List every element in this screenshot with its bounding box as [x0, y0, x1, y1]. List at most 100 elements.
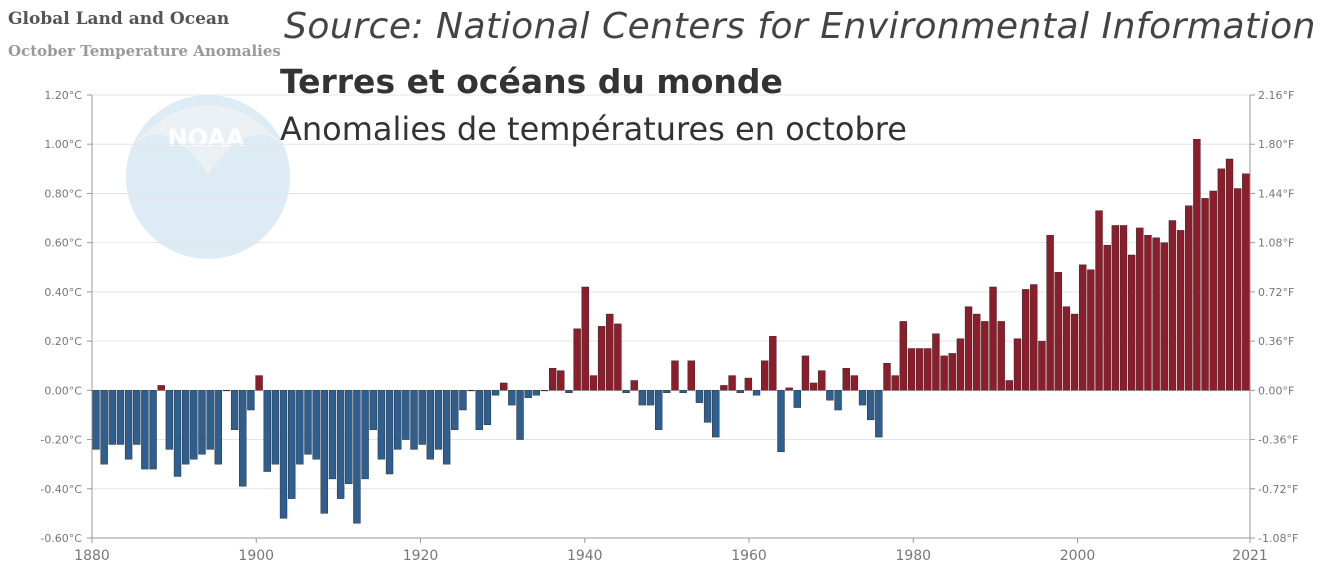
bar: [491, 390, 500, 396]
bar: [92, 390, 100, 450]
bar: [336, 390, 345, 499]
y2-tick-label: 0.00°F: [1258, 384, 1294, 397]
bar: [173, 390, 182, 477]
overlay-title: Terres et océans du monde: [280, 62, 783, 101]
y2-tick-label: 0.72°F: [1258, 286, 1294, 299]
bar: [548, 367, 557, 391]
bar: [141, 390, 149, 470]
bar: [255, 375, 263, 391]
bar: [1095, 210, 1103, 391]
bar: [614, 323, 622, 391]
x-tick-label: 1900: [238, 548, 274, 564]
bar: [557, 370, 565, 391]
bar-series: [92, 139, 1250, 524]
bar: [100, 390, 108, 465]
bar: [410, 390, 418, 450]
bar: [1209, 190, 1217, 391]
bar: [1021, 289, 1030, 391]
bar: [883, 363, 891, 391]
bar: [124, 390, 133, 460]
bar: [1005, 380, 1014, 391]
bar: [712, 390, 720, 438]
bar: [1136, 227, 1144, 391]
bar: [149, 390, 157, 470]
bar: [133, 390, 141, 445]
bar: [1152, 237, 1160, 391]
bar: [630, 380, 638, 391]
bar: [353, 390, 361, 524]
bar: [597, 326, 606, 391]
bar: [1225, 158, 1234, 391]
bar: [434, 390, 443, 450]
bar: [108, 390, 116, 445]
bar: [736, 390, 744, 393]
bar: [467, 390, 475, 392]
bar: [345, 390, 353, 485]
bar: [239, 390, 247, 487]
bar: [826, 390, 834, 401]
bar: [956, 338, 965, 391]
x-tick-label: 1880: [74, 548, 110, 564]
bar: [622, 390, 630, 393]
bar: [638, 390, 647, 406]
y-tick-label: -0.60°C: [40, 532, 82, 545]
bar: [524, 390, 532, 398]
x-tick-label: 2021: [1232, 548, 1268, 564]
bar: [687, 360, 695, 391]
bar: [777, 390, 785, 453]
bar: [1193, 139, 1201, 391]
bar: [361, 390, 369, 480]
noaa-logo-text: NOAA: [168, 124, 245, 152]
bar: [418, 390, 426, 445]
bar: [1144, 235, 1152, 391]
bar: [1054, 272, 1062, 391]
bar: [288, 390, 296, 499]
noaa-logo: NOAA: [126, 95, 290, 259]
bar: [663, 390, 671, 393]
bar: [459, 390, 467, 411]
bar: [1013, 338, 1022, 391]
bar: [206, 390, 214, 450]
original-chart-title: Global Land and Ocean: [8, 9, 230, 29]
y-tick-label: -0.40°C: [40, 483, 82, 496]
bar: [1160, 242, 1168, 391]
bar: [279, 390, 288, 519]
bar: [728, 375, 736, 391]
y2-axis-ticks: -1.08°F -0.72°F -0.36°F 0.00°F 0.36°F 0.72°F 1…: [1250, 89, 1298, 545]
bar: [475, 390, 483, 430]
bar: [915, 348, 924, 391]
bar: [875, 390, 883, 438]
bar: [500, 382, 508, 391]
bar: [1070, 313, 1079, 391]
bar: [304, 390, 312, 455]
bar: [296, 390, 304, 465]
bar: [540, 390, 549, 392]
bar: [785, 387, 793, 391]
grid-lines: [92, 94, 1250, 539]
bar: [271, 390, 280, 465]
bar: [312, 390, 320, 460]
y2-tick-label: -0.72°F: [1258, 483, 1298, 496]
bar: [1046, 235, 1054, 391]
bar: [1127, 254, 1136, 391]
y2-tick-label: 0.36°F: [1258, 335, 1294, 348]
overlay-subtitle: Anomalies de températures en octobre: [280, 110, 907, 148]
bar: [842, 367, 850, 391]
bar: [320, 390, 328, 514]
bar: [369, 390, 377, 430]
bar: [214, 390, 222, 465]
bar: [1038, 340, 1046, 391]
bar: [1103, 244, 1111, 391]
bar: [1201, 198, 1209, 391]
source-caption: Source: National Centers for Environment…: [284, 6, 1316, 47]
y-tick-label: 0.80°C: [44, 187, 82, 200]
bar: [801, 355, 810, 391]
x-axis-ticks: 1880 1900 1920 1940 1960 1980 2000 2021: [74, 538, 1268, 564]
bar: [818, 370, 826, 391]
bar: [671, 360, 679, 391]
bar: [858, 390, 867, 406]
bar: [1087, 269, 1095, 391]
bar: [565, 390, 573, 393]
bar: [442, 390, 451, 465]
